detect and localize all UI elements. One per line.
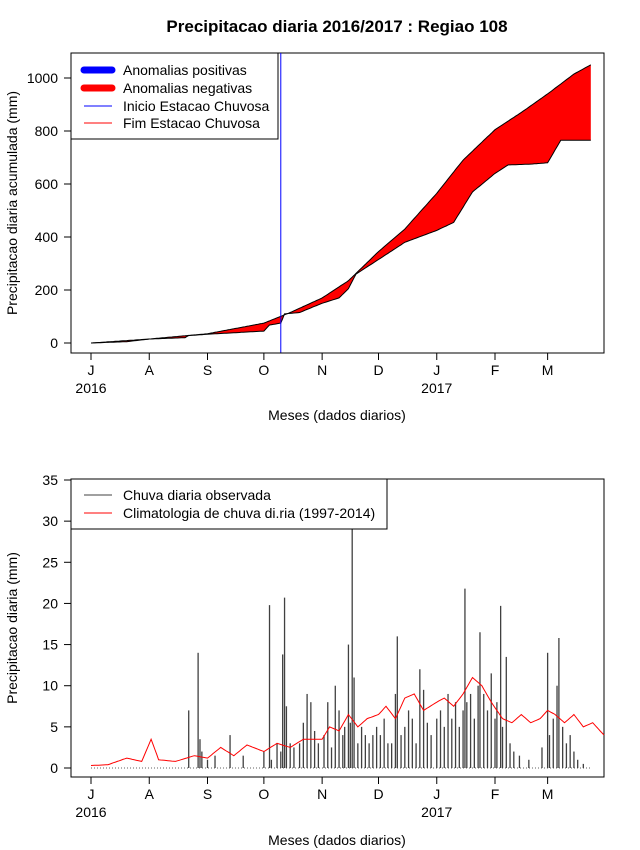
- figure-title: Precipitacao diaria 2016/2017 : Regiao 1…: [166, 17, 507, 36]
- legend-label-climatology: Climatologia de chuva di.ria (1997-2014): [123, 505, 375, 521]
- cumulative-year-label: 2016: [75, 380, 106, 396]
- daily-climatology-group: [90, 676, 605, 766]
- daily-month-label: N: [317, 786, 327, 802]
- cumulative-y-tick-label: 200: [35, 282, 59, 298]
- cumulative-month-label: S: [203, 362, 212, 378]
- daily-legend-box: [70, 478, 388, 530]
- daily-month-label: S: [203, 786, 212, 802]
- negative-anomaly-area: [91, 64, 591, 344]
- daily-panel: 0 5 10 15 20 25 30 35 J A S O N D J F M 2016 2017 Meses (…: [4, 472, 605, 848]
- cumulative-month-label: A: [145, 362, 155, 378]
- daily-x-axis: J A S O N D J F M 2016 2017: [75, 776, 554, 820]
- legend-label-negative: Anomalias negativas: [123, 80, 252, 96]
- cumulative-y-tick-label: 400: [35, 229, 59, 245]
- cumulative-y-axis: 0 200 400 600 800 1000: [27, 70, 72, 351]
- daily-climatology-line: [90, 676, 605, 766]
- climatology-cumulative-line: [90, 64, 592, 344]
- cumulative-month-label: D: [373, 362, 383, 378]
- daily-y-tick-label: 20: [42, 595, 58, 611]
- cumulative-legend: Anomalias positivas Anomalias negativas …: [70, 52, 279, 140]
- legend-label-onset: Inicio Estacao Chuvosa: [123, 98, 270, 114]
- daily-month-label: D: [373, 786, 383, 802]
- cumulative-month-label: J: [433, 362, 440, 378]
- daily-legend: Chuva diaria observada Climatologia de c…: [70, 478, 388, 530]
- cumulative-lines-group: [90, 53, 592, 353]
- cumulative-x-axis-label: Meses (dados diarios): [268, 407, 406, 423]
- cumulative-y-tick-label: 600: [35, 176, 59, 192]
- legend-label-observed: Chuva diaria observada: [123, 487, 271, 503]
- cumulative-month-label: F: [491, 362, 500, 378]
- daily-y-axis: 0 5 10 15 20 25 30 35: [42, 472, 72, 776]
- cumulative-y-tick-label: 800: [35, 123, 59, 139]
- cumulative-month-label: J: [88, 362, 95, 378]
- daily-y-tick-label: 25: [42, 554, 58, 570]
- daily-year-label: 2016: [75, 804, 106, 820]
- daily-year-label: 2017: [421, 804, 452, 820]
- daily-month-label: F: [491, 786, 500, 802]
- daily-y-tick-label: 35: [42, 472, 58, 488]
- cumulative-y-tick-label: 1000: [27, 70, 58, 86]
- cumulative-month-label: N: [317, 362, 327, 378]
- cumulative-year-label: 2017: [421, 380, 452, 396]
- cumulative-panel: 0 200 400 600 800 1000 J A S O N D J F M 2016 2017 Mese…: [4, 52, 605, 423]
- daily-x-axis-label: Meses (dados diarios): [268, 832, 406, 848]
- daily-month-label: J: [88, 786, 95, 802]
- daily-month-label: M: [542, 786, 554, 802]
- daily-y-tick-label: 0: [50, 760, 58, 776]
- daily-month-label: A: [145, 786, 155, 802]
- daily-y-tick-label: 15: [42, 637, 58, 653]
- cumulative-x-axis: J A S O N D J F M 2016 2017: [75, 352, 554, 396]
- observed-cumulative-line: [90, 139, 591, 344]
- cumulative-y-axis-label: Precipitacao diaria acumulada (mm): [4, 91, 20, 315]
- daily-y-tick-label: 5: [50, 719, 58, 735]
- daily-y-tick-label: 10: [42, 678, 58, 694]
- cumulative-month-label: O: [258, 362, 269, 378]
- cumulative-month-label: M: [542, 362, 554, 378]
- daily-bars-group: [91, 529, 591, 769]
- daily-y-tick-label: 30: [42, 513, 58, 529]
- daily-month-label: J: [433, 786, 440, 802]
- daily-month-label: O: [258, 786, 269, 802]
- legend-label-positive: Anomalias positivas: [123, 62, 247, 78]
- cumulative-y-tick-label: 0: [50, 335, 58, 351]
- legend-label-end: Fim Estacao Chuvosa: [123, 115, 260, 131]
- daily-y-axis-label: Precipitacao diaria (mm): [4, 552, 20, 704]
- anomaly-area-group: [91, 64, 591, 344]
